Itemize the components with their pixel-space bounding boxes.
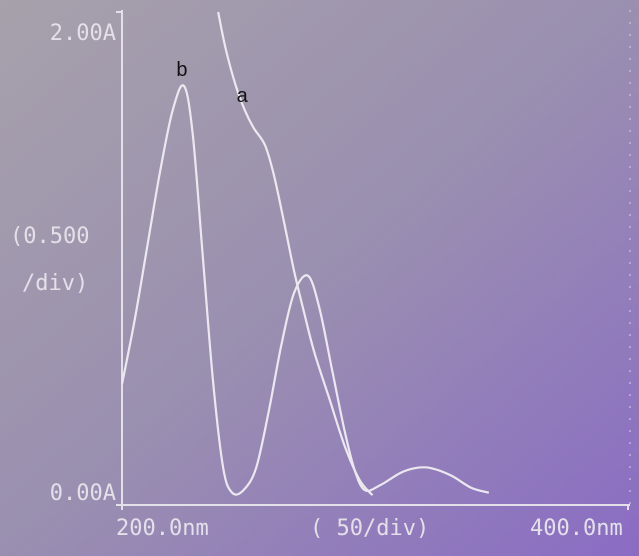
x-scale-label: ( 50/div) <box>310 516 429 541</box>
y-scale-label: (0.500 <box>10 224 89 249</box>
series-label: b <box>176 59 187 81</box>
chart: (0.500 /div) ( 50/div) 0.00A 2.00A 200.0nm… <box>0 0 639 556</box>
screen <box>0 0 639 556</box>
x-tick-label: 400.0nm <box>530 516 623 541</box>
y-tick-label: 0.00A <box>50 481 116 506</box>
series-label: a <box>237 85 249 107</box>
y-scale-label: /div) <box>22 271 88 296</box>
x-tick-label: 200.0nm <box>116 516 209 541</box>
y-tick-label: 2.00A <box>50 21 116 46</box>
